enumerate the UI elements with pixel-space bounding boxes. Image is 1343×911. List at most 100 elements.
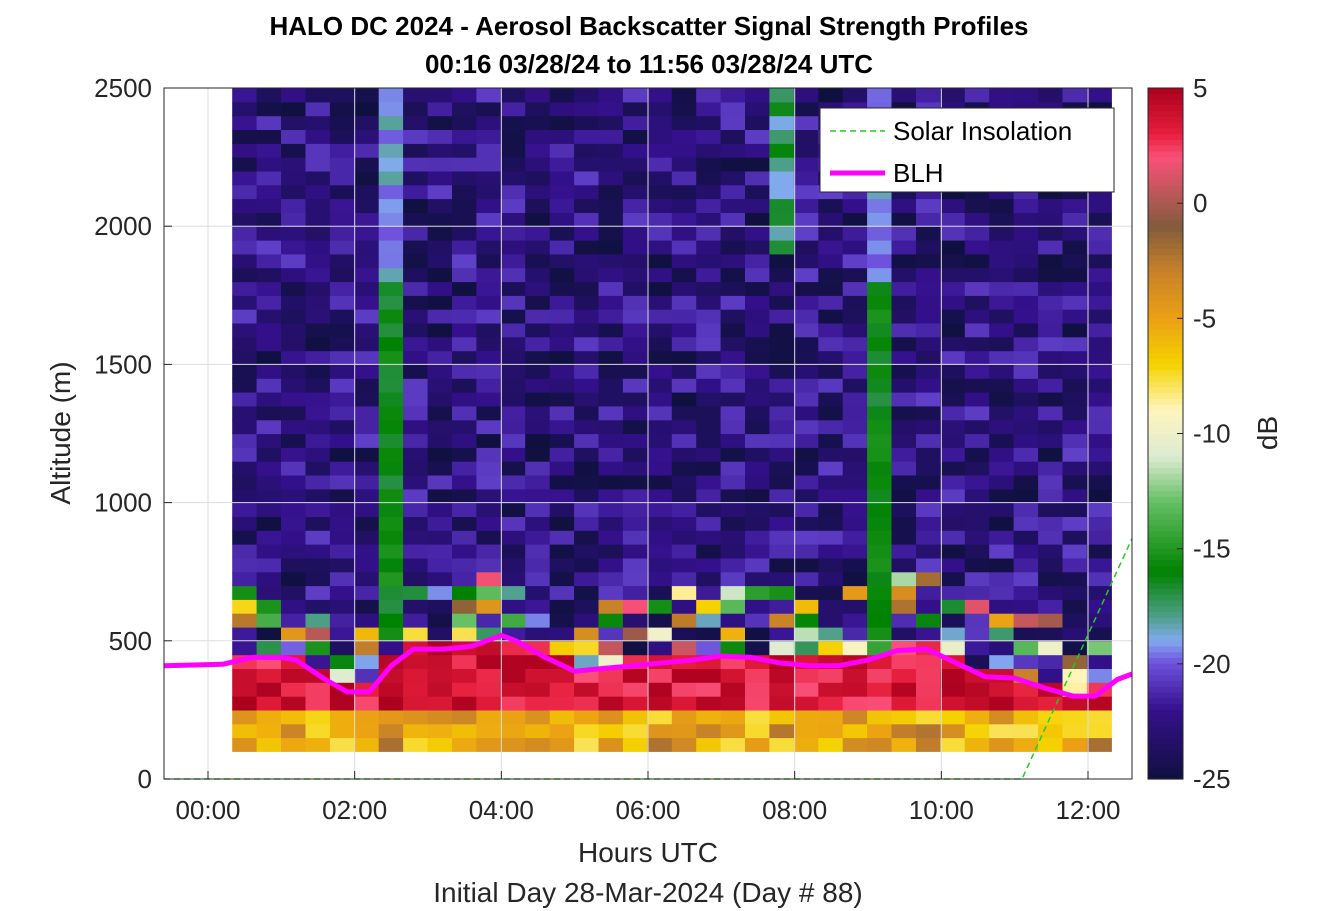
heatmap-cell (622, 599, 648, 614)
heatmap-cell (671, 557, 697, 573)
heatmap-cell (745, 364, 770, 379)
heatmap-cell (598, 571, 624, 587)
heatmap-cell (452, 447, 477, 462)
heatmap-cell (403, 502, 429, 517)
colorbar-segment (1148, 658, 1183, 665)
colorbar-segment (1148, 243, 1183, 250)
heatmap-cell (305, 654, 331, 669)
heatmap-cell (549, 502, 575, 517)
heatmap-cell (452, 226, 477, 241)
heatmap-cell (867, 709, 893, 725)
heatmap-cell (281, 212, 306, 227)
heatmap-cell (989, 613, 1015, 628)
heatmap-cell (793, 336, 819, 352)
heatmap-cell (989, 475, 1015, 490)
heatmap-cell (354, 461, 380, 476)
heatmap-cell (989, 488, 1015, 504)
heatmap-cell (1062, 585, 1088, 600)
heatmap-cell (305, 475, 331, 490)
heatmap-cell (500, 309, 526, 324)
colorbar-segment (1148, 410, 1183, 417)
heatmap-cell (745, 613, 770, 628)
colorbar-segment (1148, 485, 1183, 492)
heatmap-cell (622, 502, 648, 517)
heatmap-cell (378, 267, 404, 283)
heatmap-cell (500, 253, 526, 269)
heatmap-cell (329, 143, 355, 158)
heatmap-cell (525, 350, 551, 365)
colorbar-segment (1148, 375, 1183, 383)
heatmap-cell (891, 502, 917, 517)
heatmap-cell (1013, 461, 1039, 476)
heatmap-cell (305, 253, 331, 269)
heatmap-cell (720, 682, 746, 697)
heatmap-cell (427, 226, 453, 241)
heatmap-cell (1013, 475, 1039, 490)
heatmap-cell (745, 212, 770, 227)
heatmap-cell (598, 129, 624, 144)
heatmap-cell (256, 613, 282, 628)
colorbar-segment (1148, 157, 1183, 164)
heatmap-cell (452, 599, 477, 614)
heatmap-cell (867, 88, 893, 103)
heatmap-cell (1038, 378, 1064, 393)
heatmap-cell (378, 640, 404, 656)
heatmap-cell (525, 240, 551, 255)
heatmap-cell (1038, 433, 1064, 448)
heatmap-cell (867, 309, 893, 324)
heatmap-cell (818, 627, 844, 642)
heatmap-cell (1086, 433, 1112, 448)
heatmap-cell (574, 115, 600, 130)
colorbar-segment (1148, 122, 1183, 129)
heatmap-cell (867, 696, 893, 711)
colorbar-segment (1148, 208, 1183, 216)
heatmap-cell (696, 253, 722, 269)
heatmap-cell (720, 737, 746, 752)
heatmap-cell (452, 295, 477, 310)
colorbar-segment (1148, 111, 1183, 118)
heatmap-cell (525, 737, 551, 752)
heatmap-cell (500, 226, 526, 241)
heatmap-cell (720, 364, 746, 379)
heatmap-cell (769, 502, 795, 517)
heatmap-cell (256, 198, 282, 213)
heatmap-cell (745, 640, 770, 656)
colorbar-segment (1148, 134, 1183, 141)
heatmap-cell (891, 475, 917, 490)
heatmap-cell (378, 143, 404, 158)
heatmap-cell (720, 115, 746, 130)
heatmap-cell (403, 696, 429, 711)
heatmap-cell (232, 737, 258, 752)
heatmap-cell (598, 253, 624, 269)
heatmap-cell (842, 267, 868, 283)
heatmap-cell (842, 212, 868, 227)
heatmap-cell (720, 640, 746, 656)
heatmap-cell (305, 461, 331, 476)
heatmap-cell (647, 350, 673, 365)
heatmap-cell (598, 309, 624, 324)
heatmap-cell (696, 115, 722, 130)
heatmap-cell (745, 433, 770, 448)
heatmap-cell (720, 433, 746, 448)
heatmap-cell (1013, 585, 1039, 600)
heatmap-cell (476, 530, 502, 545)
colorbar-segment (1148, 93, 1183, 101)
heatmap-cell (842, 364, 868, 379)
heatmap-cell (916, 392, 941, 407)
heatmap-cell (818, 709, 844, 725)
colorbar-segment (1148, 289, 1183, 296)
heatmap-cell (964, 557, 990, 573)
heatmap-cell (403, 309, 429, 324)
heatmap-cell (964, 350, 990, 365)
heatmap-cell (525, 447, 551, 462)
heatmap-cell (1013, 281, 1039, 296)
heatmap-cell (525, 88, 551, 103)
heatmap-cell (354, 212, 380, 227)
heatmap-cell (720, 571, 746, 587)
heatmap-cell (378, 212, 404, 227)
heatmap-cell (354, 392, 380, 407)
heatmap-cell (793, 295, 819, 310)
colorbar-segment (1148, 237, 1183, 245)
legend-box (819, 107, 1115, 193)
heatmap-cell (549, 101, 575, 117)
